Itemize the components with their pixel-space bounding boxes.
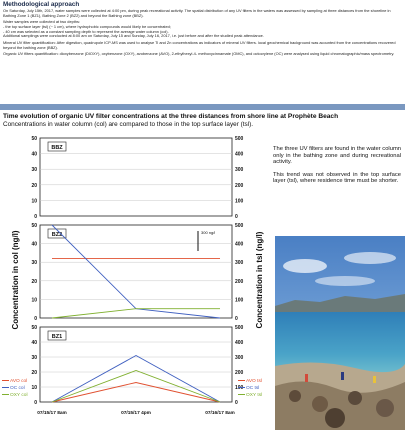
uv-filter-chart: Concentration in col (ng/l) Concentration… [2, 136, 264, 416]
legend-label: OC col [10, 385, 25, 391]
y-tick-label-left: 30 [31, 167, 37, 173]
panel-tag-box [47, 141, 67, 152]
panel-frame [39, 137, 233, 217]
y-tick-label-right: 0 [235, 400, 238, 406]
methods-body: On Saturday, July 15th, 2017, water samp… [3, 8, 401, 59]
y-tick-label-right: 300 [235, 260, 244, 266]
y-tick-label-left: 10 [31, 385, 37, 391]
y-tick-label-left: 0 [34, 214, 37, 220]
x-tick-label: 07/16/17 8am [205, 410, 235, 416]
methods-section: Methodological approach On Saturday, Jul… [0, 0, 405, 104]
y-tick-label-right: 400 [235, 242, 244, 248]
y-tick-label-right: 0 [235, 316, 238, 322]
series-line [51, 370, 221, 403]
y-tick-label-left: 50 [31, 223, 37, 229]
methods-paragraph: Organic UV filters quantification: dioxy… [3, 51, 395, 57]
y-tick-label-left: 10 [31, 198, 37, 204]
panel-tag-box [47, 228, 67, 239]
y-tick-label-left: 0 [34, 316, 37, 322]
side-paragraph: The three UV filters are found in the wa… [273, 146, 401, 166]
y-tick-label-right: 200 [235, 279, 244, 285]
methods-paragraph: On Saturday, July 15th, 2017, water samp… [3, 8, 391, 18]
y-tick-label-right: 500 [235, 136, 244, 142]
panel-frame [39, 224, 233, 319]
methods-title: Methodological approach [3, 1, 80, 8]
section-subtitle: Concentrations in water column (col) are… [3, 121, 254, 128]
y-tick-label-left: 40 [31, 242, 37, 248]
y-axis-title-right: Concentration in tsl (ng/l) [255, 231, 264, 328]
y-tick-label-right: 500 [235, 223, 244, 229]
panel-tag: BZ1 [52, 334, 62, 340]
side-paragraph: This trend was not observed in the top s… [273, 171, 401, 185]
y-tick-label-left: 40 [31, 152, 37, 158]
y-tick-label-right: 400 [235, 152, 244, 158]
x-tick-label: 07/15/17 8am [37, 410, 67, 416]
y-tick-label-left: 30 [31, 260, 37, 266]
y-tick-label-left: 20 [31, 183, 37, 189]
beach-photo [275, 236, 405, 430]
section-title: Time evolution of organic UV filter conc… [3, 113, 339, 120]
y-tick-label-right: 0 [235, 214, 238, 220]
methods-line: Water samples were collected at two dept… [3, 19, 81, 25]
y-tick-label-left: 40 [31, 340, 37, 346]
x-tick-label: 07/15/17 4pm [121, 410, 151, 416]
methods-paragraph: Additional samplings were conducted at 8… [3, 33, 264, 39]
panel-tag: BZ2 [52, 232, 62, 238]
series-line [51, 308, 220, 319]
y-tick-label-left: 50 [31, 325, 37, 331]
legend-label: OXY tsl [246, 392, 262, 398]
side-commentary: The three UV filters are found in the wa… [273, 146, 401, 191]
panel-tag-box [47, 330, 67, 341]
methods-line: - 40 cm was selected as a constant sampl… [3, 28, 169, 34]
y-tick-label-right: 400 [235, 340, 244, 346]
methods-line: - the top surface layer (tsl) (~ 1 cm), … [3, 23, 171, 29]
y-tick-label-right: 100 [235, 297, 244, 303]
annotation-label: 300 ng/l [201, 230, 215, 235]
y-tick-label-right: 200 [235, 370, 244, 376]
y-tick-label-left: 20 [31, 279, 37, 285]
y-tick-label-left: 30 [31, 355, 37, 361]
section-divider [0, 104, 405, 110]
series-line [51, 354, 221, 403]
series-line [51, 382, 221, 403]
methods-paragraph: Mineral UV filter quantification: After … [3, 39, 396, 50]
legend-label: OXY col [10, 392, 28, 398]
y-tick-label-right: 300 [235, 355, 244, 361]
legend-label: AVO col [10, 378, 27, 384]
y-tick-label-left: 50 [31, 136, 37, 142]
panel-tag: BBZ [51, 145, 63, 151]
y-tick-label-right: 300 [235, 167, 244, 173]
y-tick-label-left: 20 [31, 370, 37, 376]
legend-label: OC tsl [246, 385, 259, 391]
panel-frame [39, 326, 233, 403]
legend-label: AVO tsl [246, 378, 262, 384]
y-tick-label-right: 200 [235, 183, 244, 189]
y-tick-label-right: 500 [235, 325, 244, 331]
y-tick-label-left: 0 [34, 400, 37, 406]
y-axis-title-left: Concentration in col (ng/l) [11, 230, 20, 329]
y-tick-label-left: 10 [31, 297, 37, 303]
y-tick-label-right: 100 [235, 198, 244, 204]
